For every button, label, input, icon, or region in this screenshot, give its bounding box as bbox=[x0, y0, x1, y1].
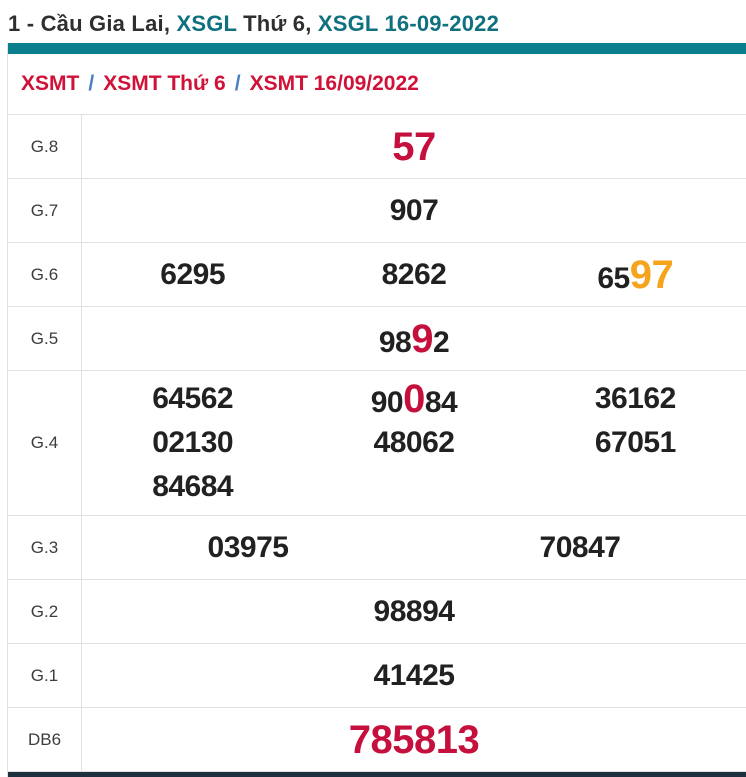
breadcrumb-link[interactable]: XSMT 16/09/2022 bbox=[249, 72, 419, 95]
result-card: XSMT / XSMT Thứ 6 / XSMT 16/09/2022 G.8 57 G.7… bbox=[7, 43, 746, 777]
digit-segment: 36162 bbox=[594, 382, 676, 415]
row-values: 98894 bbox=[82, 580, 746, 643]
breadcrumb-separator: / bbox=[234, 72, 241, 95]
digit-segment: 9 bbox=[411, 316, 433, 361]
prize-value: 02130 bbox=[152, 425, 233, 461]
digit-segment: 785813 bbox=[348, 717, 480, 762]
row-values: 41425 bbox=[82, 644, 746, 707]
digit-segment: 6295 bbox=[160, 257, 226, 291]
digit-segment: 03975 bbox=[207, 530, 289, 564]
row-label: G.8 bbox=[8, 115, 82, 178]
page-title-segment: Thứ 6, bbox=[236, 11, 318, 36]
prize-value: 90084 bbox=[371, 375, 458, 423]
table-row: G.6 6295 8262 6597 bbox=[8, 243, 746, 307]
prize-value: 6295 bbox=[160, 257, 225, 293]
table-row: G.1 41425 bbox=[8, 644, 746, 708]
page-title: 1 - Cầu Gia Lai, XSGL Thứ 6, XSGL 16-09-… bbox=[8, 11, 746, 37]
table-row: G.4 64562 90084 36162 02130 48062 67051 84684 bbox=[8, 371, 746, 516]
digit-segment: 97 bbox=[629, 252, 674, 297]
digit-segment: 98894 bbox=[373, 594, 455, 628]
table-row: G.7 907 bbox=[8, 179, 746, 243]
table-row: G.2 98894 bbox=[8, 580, 746, 644]
digit-segment: 67051 bbox=[594, 426, 676, 459]
breadcrumb-separator: / bbox=[88, 72, 95, 95]
digit-segment: 70847 bbox=[539, 530, 621, 564]
row-label: G.3 bbox=[8, 516, 82, 579]
page-title-segment: 1 - Cầu Gia Lai, bbox=[8, 11, 177, 36]
prize-value: 84684 bbox=[152, 469, 233, 505]
prize-value: 03975 bbox=[208, 530, 289, 566]
prize-value: 70847 bbox=[540, 530, 621, 566]
row-label: G.7 bbox=[8, 179, 82, 242]
prize-value: 57 bbox=[392, 123, 436, 171]
digit-segment: 84 bbox=[424, 386, 458, 419]
prize-value: 48062 bbox=[374, 425, 455, 461]
row-values: 57 bbox=[82, 115, 746, 178]
breadcrumb-link[interactable]: XSMT Thứ 6 bbox=[103, 72, 226, 95]
row-values: 9892 bbox=[82, 307, 746, 370]
prize-value: 41425 bbox=[374, 658, 455, 694]
digit-segment: 84684 bbox=[152, 470, 234, 503]
row-label: G.5 bbox=[8, 307, 82, 370]
row-label: G.2 bbox=[8, 580, 82, 643]
prize-value: 9892 bbox=[378, 315, 450, 363]
prize-value: 67051 bbox=[595, 425, 676, 461]
row-label: G.6 bbox=[8, 243, 82, 306]
results-table: G.8 57 G.7 907 G.6 6295 8262 6597 G.5 9892 G.4 6456… bbox=[8, 115, 746, 772]
bottom-bar bbox=[8, 772, 746, 777]
row-label: G.4 bbox=[8, 371, 82, 515]
prize-value: 785813 bbox=[348, 716, 480, 764]
digit-segment: 98 bbox=[378, 325, 412, 359]
page-title-segment[interactable]: XSGL bbox=[176, 11, 237, 36]
row-values: 785813 bbox=[82, 708, 746, 771]
digit-segment: 57 bbox=[392, 124, 436, 169]
table-row: G.8 57 bbox=[8, 115, 746, 179]
card-top-bar bbox=[8, 43, 746, 54]
prize-value: 6597 bbox=[597, 251, 673, 299]
table-row: DB6 785813 bbox=[8, 708, 746, 772]
prize-value: 8262 bbox=[382, 257, 447, 293]
page-title-segment[interactable]: XSGL 16-09-2022 bbox=[317, 11, 500, 36]
row-values: 03975 70847 bbox=[82, 516, 746, 579]
digit-segment: 0 bbox=[403, 377, 425, 421]
row-label: DB6 bbox=[8, 708, 82, 771]
breadcrumb: XSMT / XSMT Thứ 6 / XSMT 16/09/2022 bbox=[8, 54, 746, 115]
row-values: 907 bbox=[82, 179, 746, 242]
row-values: 64562 90084 36162 02130 48062 67051 84684 bbox=[82, 371, 746, 515]
digit-segment: 8262 bbox=[381, 257, 447, 291]
digit-segment: 90 bbox=[370, 386, 404, 419]
prize-value: 64562 bbox=[152, 381, 233, 417]
prize-value: 36162 bbox=[595, 381, 676, 417]
digit-segment: 02130 bbox=[152, 426, 234, 459]
digit-segment: 2 bbox=[432, 325, 450, 359]
digit-segment: 65 bbox=[597, 261, 630, 295]
prize-value: 98894 bbox=[374, 594, 455, 630]
breadcrumb-link[interactable]: XSMT bbox=[21, 72, 80, 95]
digit-segment: 41425 bbox=[373, 658, 455, 692]
digit-segment: 64562 bbox=[152, 382, 234, 415]
table-row: G.3 03975 70847 bbox=[8, 516, 746, 580]
row-values: 6295 8262 6597 bbox=[82, 243, 746, 306]
digit-segment: 907 bbox=[389, 193, 439, 227]
row-label: G.1 bbox=[8, 644, 82, 707]
digit-segment: 48062 bbox=[373, 426, 455, 459]
prize-value: 907 bbox=[390, 193, 439, 229]
table-row: G.5 9892 bbox=[8, 307, 746, 371]
